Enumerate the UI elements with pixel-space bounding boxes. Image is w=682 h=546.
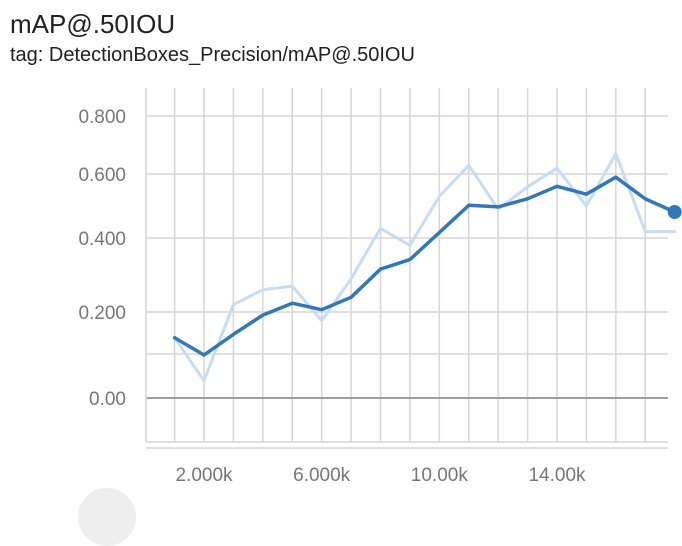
x-tick-label: 2.000k bbox=[175, 465, 233, 486]
y-tick-label: 0.200 bbox=[78, 303, 126, 324]
chart-action-button[interactable] bbox=[78, 488, 136, 546]
chart-tag: tag: DetectionBoxes_Precision/mAP@.50IOU bbox=[10, 44, 415, 66]
y-tick-label: 0.800 bbox=[78, 107, 126, 128]
chart-title: mAP@.50IOU bbox=[10, 9, 176, 39]
raw-series-line bbox=[173, 152, 677, 383]
line-chart: 0.00 0.200 0.400 0.600 0.800 2.000k 6.000k 10.0… bbox=[78, 88, 682, 486]
last-point-marker bbox=[667, 205, 682, 220]
y-tick-label: 0.00 bbox=[89, 389, 126, 410]
x-tick-label: 6.000k bbox=[293, 465, 351, 486]
x-tick-label: 10.00k bbox=[411, 465, 469, 486]
x-tick-label: 14.00k bbox=[528, 465, 586, 486]
smoothed-series-line bbox=[172, 175, 677, 357]
y-tick-label: 0.600 bbox=[78, 165, 126, 186]
y-tick-label: 0.400 bbox=[78, 229, 126, 250]
